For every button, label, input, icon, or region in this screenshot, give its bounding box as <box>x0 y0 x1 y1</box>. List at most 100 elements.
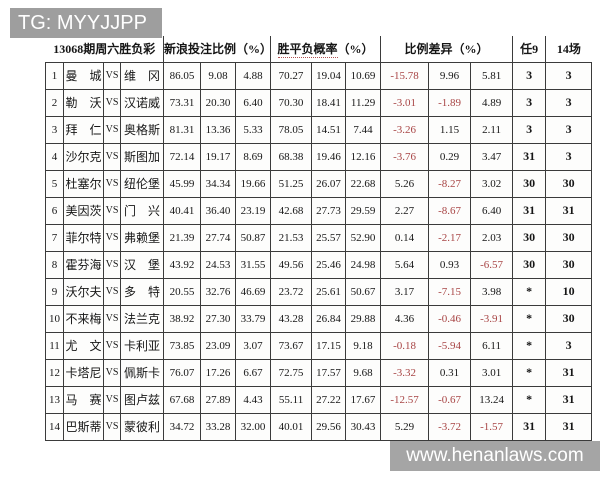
match14-pick: 30 <box>545 250 593 279</box>
column-group-ratio-diff: 比例差异（%） <box>380 36 513 62</box>
watermark-text: www.henanlaws.com <box>406 445 584 466</box>
away-team-name: 卡利亚 <box>119 331 165 360</box>
diff-loss-pct: -1.57 <box>470 412 514 441</box>
diff-win-pct: -3.76 <box>380 142 430 171</box>
ren9-pick: 30 <box>512 223 547 252</box>
column-group-bet-ratio: 新浪投注比例（%） <box>163 36 272 62</box>
table-header-row: 13068期周六胜负彩 新浪投注比例（%） 胜平负概率（%） 比例差异（%） 任… <box>46 36 592 62</box>
bet-win-pct: 40.41 <box>163 196 202 225</box>
diff-draw-pct: -8.27 <box>428 169 472 198</box>
diff-draw-pct: -2.17 <box>428 223 472 252</box>
match-number: 7 <box>45 223 64 252</box>
diff-loss-pct: 3.01 <box>470 358 514 387</box>
vs-label: VS <box>103 358 121 387</box>
bet-draw-pct: 27.74 <box>200 223 237 252</box>
prob-win-pct: 70.30 <box>270 88 313 117</box>
bet-loss-pct: 5.33 <box>235 115 272 144</box>
diff-win-pct: -3.32 <box>380 358 430 387</box>
diff-win-pct: 2.27 <box>380 196 430 225</box>
away-team-name: 汉 堡 <box>119 250 165 279</box>
watermark-bar: www.henanlaws.com <box>390 441 600 471</box>
table-row: 8 霍芬海 VS 汉 堡 43.92 24.53 31.55 49.56 25.46 24.98 5… <box>45 250 593 279</box>
bet-loss-pct: 33.79 <box>235 304 272 333</box>
prob-loss-pct: 29.59 <box>345 196 382 225</box>
diff-win-pct: 5.26 <box>380 169 430 198</box>
prob-draw-pct: 19.46 <box>311 142 347 171</box>
match-number: 5 <box>45 169 64 198</box>
match14-pick: 31 <box>545 358 593 387</box>
diff-loss-pct: 2.03 <box>470 223 514 252</box>
home-team-name: 曼 城 <box>63 61 104 90</box>
prob-draw-pct: 19.04 <box>311 61 347 90</box>
vs-label: VS <box>103 385 121 414</box>
diff-win-pct: 5.64 <box>380 250 430 279</box>
match-number: 3 <box>45 115 64 144</box>
ren9-pick: * <box>512 385 547 414</box>
away-team-name: 蒙彼利 <box>119 412 165 441</box>
away-team-name: 弗赖堡 <box>119 223 165 252</box>
diff-draw-pct: 0.29 <box>428 142 472 171</box>
ren9-pick: * <box>512 304 547 333</box>
table-row: 10 不来梅 VS 法兰克 38.92 27.30 33.79 43.28 26.84 29.88… <box>45 304 593 333</box>
bet-loss-pct: 3.07 <box>235 331 272 360</box>
match14-pick: 30 <box>545 223 593 252</box>
bet-win-pct: 43.92 <box>163 250 202 279</box>
prob-draw-pct: 27.73 <box>311 196 347 225</box>
prob-loss-pct: 9.18 <box>345 331 382 360</box>
bet-win-pct: 81.31 <box>163 115 202 144</box>
bet-loss-pct: 23.19 <box>235 196 272 225</box>
vs-label: VS <box>103 277 121 306</box>
away-team-name: 汉诺威 <box>119 88 165 117</box>
home-team-name: 马 赛 <box>63 385 104 414</box>
bet-win-pct: 73.85 <box>163 331 202 360</box>
diff-loss-pct: 3.47 <box>470 142 514 171</box>
ren9-pick: * <box>512 358 547 387</box>
prob-draw-pct: 26.84 <box>311 304 347 333</box>
bet-draw-pct: 17.26 <box>200 358 237 387</box>
prob-draw-pct: 29.56 <box>311 412 347 441</box>
prob-draw-pct: 17.15 <box>311 331 347 360</box>
prob-draw-pct: 17.57 <box>311 358 347 387</box>
bet-draw-pct: 13.36 <box>200 115 237 144</box>
vs-label: VS <box>103 196 121 225</box>
vs-label: VS <box>103 412 121 441</box>
prob-draw-pct: 27.22 <box>311 385 347 414</box>
match14-pick: 31 <box>545 196 593 225</box>
away-team-name: 维 冈 <box>119 61 165 90</box>
diff-draw-pct: -0.67 <box>428 385 472 414</box>
column-header-ren9: 任9 <box>512 36 546 62</box>
ren9-pick: 30 <box>512 169 547 198</box>
match14-pick: 3 <box>545 61 593 90</box>
match14-pick: 3 <box>545 115 593 144</box>
diff-win-pct: 3.17 <box>380 277 430 306</box>
prob-win-pct: 43.28 <box>270 304 313 333</box>
bet-loss-pct: 32.00 <box>235 412 272 441</box>
table-title: 13068期周六胜负彩 <box>53 42 156 57</box>
bet-loss-pct: 4.43 <box>235 385 272 414</box>
bet-win-pct: 21.39 <box>163 223 202 252</box>
away-team-name: 图卢兹 <box>119 385 165 414</box>
match14-pick: 30 <box>545 169 593 198</box>
match14-pick: 3 <box>545 142 593 171</box>
diff-loss-pct: -3.91 <box>470 304 514 333</box>
away-team-name: 门 兴 <box>119 196 165 225</box>
tg-badge-label: TG: MYYJJPP <box>18 12 147 34</box>
table-row: 14 巴斯蒂 VS 蒙彼利 34.72 33.28 32.00 40.01 29.56 30.43… <box>45 412 593 441</box>
ren9-pick: 31 <box>512 412 547 441</box>
away-team-name: 佩斯卡 <box>119 358 165 387</box>
bet-draw-pct: 20.30 <box>200 88 237 117</box>
prob-win-pct: 21.53 <box>270 223 313 252</box>
prob-loss-pct: 50.67 <box>345 277 382 306</box>
prob-win-pct: 23.72 <box>270 277 313 306</box>
prob-win-pct: 55.11 <box>270 385 313 414</box>
ren9-pick: 30 <box>512 250 547 279</box>
column-header-14-matches: 14场 <box>545 36 592 62</box>
bet-draw-pct: 36.40 <box>200 196 237 225</box>
prob-loss-pct: 24.98 <box>345 250 382 279</box>
match-number: 11 <box>45 331 64 360</box>
match-number: 12 <box>45 358 64 387</box>
prob-draw-pct: 25.46 <box>311 250 347 279</box>
home-team-name: 尤 文 <box>63 331 104 360</box>
